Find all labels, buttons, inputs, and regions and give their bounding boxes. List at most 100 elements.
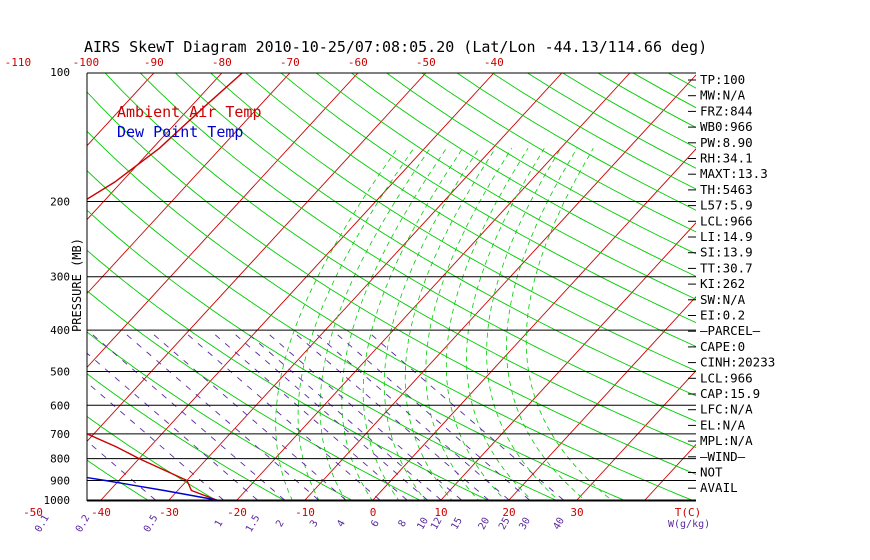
index-value: MAXT:13.3 — [700, 166, 768, 181]
dry-adiabat-line — [386, 73, 696, 255]
pressure-tick-label: 500 — [50, 365, 70, 378]
index-value: RH:34.1 — [700, 151, 753, 166]
dry-adiabat-line — [87, 373, 287, 501]
mixing-ratio-line — [365, 329, 564, 501]
index-value: —PARCEL— — [700, 323, 761, 338]
indices-panel: TP:100MW:N/AFRZ:844WB0:966PW:8.90RH:34.1… — [688, 72, 775, 495]
pressure-tick-label: 1000 — [44, 494, 71, 507]
index-value: SI:13.9 — [700, 245, 753, 260]
bottom-temp-tick-label: 0 — [370, 506, 377, 519]
top-temp-tick-label: -100 — [73, 56, 100, 69]
mixing-ratio-tick-label: 2 — [274, 518, 287, 529]
index-value: TT:30.7 — [700, 260, 753, 275]
index-value: —WIND— — [700, 449, 746, 464]
series-line-ambient-air-temp — [87, 73, 243, 501]
dry-adiabat-line — [739, 73, 870, 509]
bottom-temp-tick-label: -50 — [23, 506, 43, 519]
index-value: LCL:966 — [700, 370, 753, 385]
moist-adiabat-line — [525, 148, 614, 501]
isotherm-line — [576, 369, 696, 501]
dry-adiabat-line — [809, 73, 870, 509]
index-value: SW:N/A — [700, 292, 746, 307]
isotherm-line — [440, 222, 696, 501]
pressure-tick-label: 900 — [50, 474, 70, 487]
dry-adiabat-line — [210, 73, 696, 372]
series-group — [87, 73, 243, 501]
temp-unit-label: T(C) — [675, 506, 702, 519]
isotherm-line — [87, 73, 291, 295]
mixing-ratio-line — [209, 329, 408, 501]
legend-entry: Ambient Air Temp — [117, 103, 262, 121]
isotherm-line — [781, 73, 870, 500]
dry-adiabat-line — [844, 73, 870, 509]
isotherm-line — [87, 73, 223, 221]
top-temp-tick-label: -60 — [348, 56, 368, 69]
mixing-ratio-tick-label: 40 — [551, 516, 567, 532]
mixing-ratio-line — [331, 329, 530, 501]
dry-adiabat-line — [87, 331, 355, 501]
plot-grid — [0, 73, 870, 509]
isotherm-line — [372, 148, 696, 501]
top-temp-tick-label: -110 — [5, 56, 32, 69]
top-temp-tick-label: -70 — [280, 56, 300, 69]
index-value: FRZ:844 — [700, 103, 753, 118]
isotherm-line — [87, 73, 427, 442]
mixing-ratio-tick-label: 15 — [449, 516, 465, 532]
mixing-ratio-line — [229, 329, 428, 501]
dry-adiabat-line — [104, 73, 696, 448]
index-value: EL:N/A — [700, 417, 746, 432]
mixing-ratio-line — [87, 499, 88, 501]
index-value: AVAIL — [700, 480, 738, 495]
dry-adiabat-line — [316, 73, 696, 300]
bottom-temp-tick-label: 30 — [570, 506, 583, 519]
mixing-ratio-line — [291, 329, 489, 501]
isotherm-line — [87, 73, 359, 369]
isotherm-line — [0, 73, 18, 500]
bottom-temp-tick-label: -10 — [295, 506, 315, 519]
mixing-ratio-tick-label: 20 — [477, 516, 493, 532]
moist-adiabat-line — [466, 147, 545, 501]
bottom-temp-tick-label: -40 — [91, 506, 111, 519]
mixing-ratio-line — [182, 329, 381, 501]
chart-title: AIRS SkewT Diagram 2010-10-25/07:08:05.2… — [84, 38, 707, 56]
mixing-ratio-tick-label: 4 — [335, 518, 348, 529]
mixing-ratio-line — [263, 329, 462, 501]
mixing-unit-label: W(g/kg) — [668, 519, 710, 530]
index-value: WB0:966 — [700, 119, 753, 134]
dry-adiabat-line — [175, 73, 696, 397]
mixing-ratio-tick-label: 0.2 — [74, 513, 93, 534]
top-temp-tick-label: -40 — [484, 56, 504, 69]
isotherm-line — [100, 73, 495, 501]
index-value: L57:5.9 — [700, 198, 753, 213]
dry-adiabat-line — [456, 73, 696, 211]
dry-adiabat-line — [668, 73, 696, 89]
isotherm-line — [644, 443, 696, 501]
mixing-ratio-tick-label: 3 — [308, 518, 321, 529]
pressure-tick-label: 200 — [50, 196, 70, 209]
top-temp-tick-label: -50 — [416, 56, 436, 69]
pressure-tick-label: 100 — [50, 66, 70, 79]
moist-adiabat-line — [445, 147, 529, 501]
isotherm-line — [168, 73, 563, 501]
bottom-temp-tick-label: -20 — [227, 506, 247, 519]
dry-adiabat-line — [245, 73, 696, 347]
isotherm-line — [236, 73, 631, 501]
dry-adiabat-line — [87, 249, 491, 501]
top-temp-tick-label: -80 — [212, 56, 232, 69]
moist-adiabat-line — [425, 147, 513, 501]
dry-adiabat-line — [87, 209, 559, 501]
index-value: TP:100 — [700, 72, 745, 87]
y-axis-label: PRESSURE (MB) — [70, 238, 84, 332]
index-value: LFC:N/A — [700, 402, 753, 417]
mixing-ratio-line — [311, 329, 510, 501]
mixing-ratio-line — [243, 329, 442, 501]
moist-adiabat-line — [404, 147, 496, 501]
index-value: TH:5463 — [700, 182, 753, 197]
mixing-ratio-line — [87, 329, 285, 501]
pressure-tick-label: 400 — [50, 324, 70, 337]
mixing-ratio-line — [0, 330, 47, 500]
bottom-temp-tick-label: 20 — [502, 506, 515, 519]
dry-adiabat-line — [87, 91, 696, 475]
axes-group: 1002003004005006007008009001000-120-110-… — [5, 56, 711, 534]
